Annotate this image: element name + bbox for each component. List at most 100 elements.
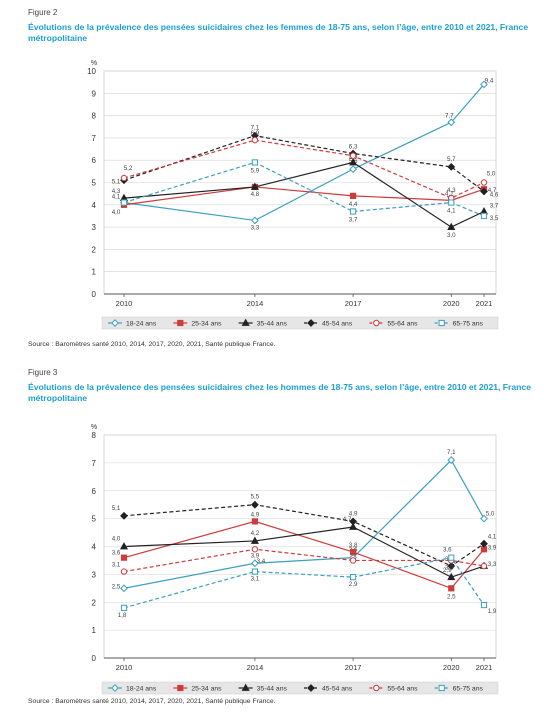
data-point-marker xyxy=(251,159,259,166)
chart-title: Évolutions de la prévalence des pensées … xyxy=(28,22,529,43)
data-label: 4,3 xyxy=(112,188,121,195)
data-point-marker xyxy=(120,568,128,575)
data-point-marker xyxy=(349,557,357,564)
data-point-marker xyxy=(251,546,259,553)
y-tick-label: 7 xyxy=(92,134,97,143)
y-tick-label: 8 xyxy=(92,112,97,121)
series-line xyxy=(123,83,485,222)
series-line xyxy=(123,548,485,573)
series-45-54-ans: 5,1 5,5 4,9 3,3 4,1 xyxy=(112,494,497,570)
data-label: 7,7 xyxy=(445,112,454,119)
data-label: 6,3 xyxy=(349,144,358,151)
data-point-marker xyxy=(120,584,128,593)
data-point-marker xyxy=(177,684,184,692)
legend-label: 18-24 ans xyxy=(126,686,157,693)
data-point-marker xyxy=(373,319,380,327)
data-point-marker xyxy=(480,212,488,220)
data-label: 4,6 xyxy=(490,191,499,198)
figure-label: Figure 2 xyxy=(28,8,58,17)
data-label: 3,9 xyxy=(251,552,260,559)
data-point-marker xyxy=(448,554,455,561)
data-label: 5,5 xyxy=(251,494,260,501)
legend-item: 55-64 ans xyxy=(369,319,418,328)
legend: 18-24 ans 25-34 ans 35-44 ans 45-54 ans 55-6… xyxy=(101,681,499,695)
data-point-marker xyxy=(111,319,119,327)
data-label: 5,7 xyxy=(447,156,456,163)
data-point-marker xyxy=(480,562,488,570)
data-label: 3,3 xyxy=(251,224,260,231)
data-label: 3,6 xyxy=(443,547,452,554)
legend-item: 18-24 ans xyxy=(108,319,157,328)
series-line xyxy=(123,556,485,609)
x-tick-label: 2014 xyxy=(247,663,264,672)
x-tick-label: 2014 xyxy=(247,299,264,308)
data-label: 2,9 xyxy=(443,567,452,574)
data-label: 3,5 xyxy=(490,215,499,222)
x-tick-label: 2017 xyxy=(345,663,362,672)
y-tick-label: 5 xyxy=(92,515,97,524)
data-point-marker xyxy=(251,568,259,575)
data-point-marker xyxy=(349,548,357,556)
figure-label: Figure 3 xyxy=(28,368,58,377)
data-label: 7,1 xyxy=(447,449,456,456)
data-label: 3,4 xyxy=(257,558,266,565)
series-55-64-ans: 5,2 6,9 4,3 5,0 xyxy=(120,130,496,202)
data-point-marker xyxy=(349,208,357,215)
data-point-marker xyxy=(349,574,357,581)
data-point-marker xyxy=(447,162,456,171)
chart-title: Évolutions de la prévalence des pensées … xyxy=(28,382,531,403)
series-line xyxy=(123,161,485,217)
x-tick-label: 2017 xyxy=(345,299,362,308)
data-label: 3,9 xyxy=(488,544,497,551)
data-label: 3,0 xyxy=(447,232,456,239)
legend-item: 45-54 ans xyxy=(304,319,353,328)
y-tick-label: 7 xyxy=(92,459,97,468)
legend-item: 65-75 ans xyxy=(434,684,483,693)
data-label: 7,1 xyxy=(251,125,260,132)
legend-label: 25-34 ans xyxy=(191,686,222,693)
y-tick-label: 0 xyxy=(92,654,97,663)
data-label: 4,4 xyxy=(349,201,358,208)
data-label: 5,0 xyxy=(487,171,496,178)
series-line xyxy=(123,504,485,567)
data-label: 3,1 xyxy=(251,576,260,583)
legend-item: 25-34 ans xyxy=(173,684,222,693)
data-label: 5,0 xyxy=(486,511,495,518)
series-45-54-ans: 5,1 7,1 6,3 5,7 4,6 xyxy=(112,125,499,199)
data-point-marker xyxy=(447,456,456,464)
series-65-75-ans: 1,8 3,1 2,9 3,6 1,9 xyxy=(118,547,497,619)
y-tick-label: 1 xyxy=(92,626,97,635)
data-point-marker xyxy=(120,199,128,206)
data-point-marker xyxy=(111,684,119,692)
data-point-marker xyxy=(120,174,128,182)
data-label: 2,9 xyxy=(349,581,358,588)
x-tick-label: 2020 xyxy=(443,299,460,308)
data-point-marker xyxy=(480,601,488,609)
data-point-marker xyxy=(480,80,488,89)
data-point-marker xyxy=(349,157,358,166)
data-point-marker xyxy=(448,199,455,206)
legend-item: 35-44 ans xyxy=(238,318,287,328)
series-35-44-ans: 4,3 5,9 3,0 3,7 xyxy=(112,153,499,239)
legend-label: 25-34 ans xyxy=(191,321,222,328)
y-tick-label: 6 xyxy=(92,487,97,496)
data-point-marker xyxy=(250,536,259,544)
y-tick-label: 4 xyxy=(92,201,97,210)
line-chart-men: 0 1 2 3 4 5 6 7 8% 2010 2014 2017 2020 2021 2,5 3,4 3,6 7… xyxy=(91,424,499,695)
y-tick-label: 2 xyxy=(92,245,97,254)
data-point-marker xyxy=(119,542,129,550)
series-25-34-ans: 3,6 4,9 3,8 2,5 3,9 xyxy=(112,511,497,600)
y-tick-label: 6 xyxy=(92,156,97,165)
legend-label: 65-75 ans xyxy=(453,321,484,328)
y-tick-label: 3 xyxy=(92,570,97,579)
data-point-marker xyxy=(120,554,128,561)
series-line xyxy=(123,186,485,206)
data-point-marker xyxy=(120,511,128,520)
data-point-marker xyxy=(480,187,488,196)
data-label: 5,9 xyxy=(251,167,260,174)
y-tick-label: 1 xyxy=(92,268,97,277)
data-point-marker xyxy=(480,539,488,548)
legend-label: 45-54 ans xyxy=(322,686,353,693)
data-label: 6,9 xyxy=(251,130,260,137)
x-tick-label: 2021 xyxy=(476,663,493,672)
